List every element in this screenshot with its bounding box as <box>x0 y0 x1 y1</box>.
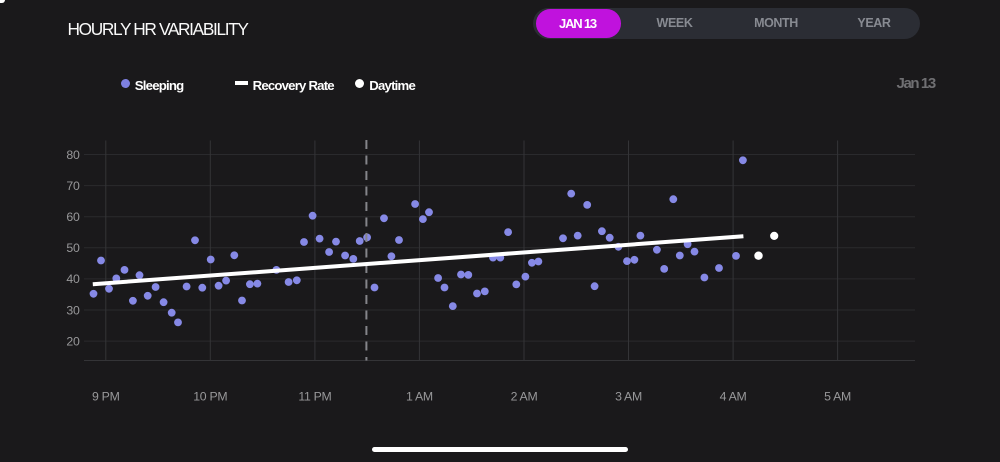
svg-text:9 PM: 9 PM <box>92 390 120 404</box>
svg-text:11 PM: 11 PM <box>298 390 331 404</box>
svg-text:4 AM: 4 AM <box>720 390 747 404</box>
svg-text:3 AM: 3 AM <box>615 390 642 404</box>
svg-text:1 AM: 1 AM <box>406 390 433 404</box>
svg-text:70: 70 <box>66 179 80 193</box>
svg-text:2 AM: 2 AM <box>511 390 538 404</box>
svg-text:10 PM: 10 PM <box>193 390 227 404</box>
svg-text:5 AM: 5 AM <box>824 390 851 404</box>
svg-text:80: 80 <box>66 148 80 162</box>
svg-text:40: 40 <box>66 272 80 286</box>
svg-text:30: 30 <box>66 303 80 317</box>
svg-text:50: 50 <box>66 241 80 255</box>
svg-text:20: 20 <box>66 334 80 348</box>
svg-text:60: 60 <box>66 210 80 224</box>
